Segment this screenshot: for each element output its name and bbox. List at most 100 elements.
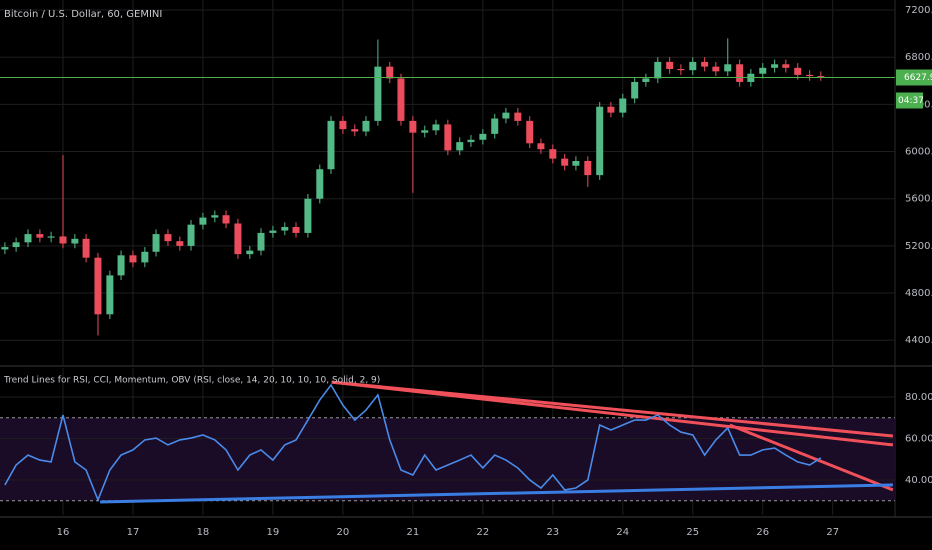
candle-body bbox=[666, 61, 674, 69]
candle-body bbox=[782, 64, 790, 68]
x-tick-label: 24 bbox=[616, 527, 629, 538]
candle-body bbox=[514, 112, 522, 121]
x-tick-label: 21 bbox=[406, 527, 419, 538]
candle-body bbox=[502, 112, 510, 119]
candle-body bbox=[292, 227, 300, 233]
candle-body bbox=[327, 120, 335, 170]
candle-body bbox=[281, 227, 289, 231]
candle-body bbox=[549, 149, 557, 159]
candle-body bbox=[211, 215, 219, 218]
candle-body bbox=[409, 120, 417, 133]
indicator-title: Trend Lines for RSI, CCI, Momentum, OBV … bbox=[3, 376, 380, 386]
candle-body bbox=[759, 67, 767, 74]
candle-body bbox=[304, 198, 312, 233]
candle-body bbox=[619, 98, 627, 113]
candle-body bbox=[246, 250, 254, 255]
candle-body bbox=[444, 124, 452, 151]
candle-body bbox=[654, 61, 662, 79]
x-tick-label: 23 bbox=[546, 527, 559, 538]
candle-body bbox=[257, 232, 265, 251]
x-tick-label: 17 bbox=[127, 527, 140, 538]
candle-body bbox=[596, 106, 604, 176]
x-tick-label: 22 bbox=[476, 527, 489, 538]
candle-body bbox=[397, 78, 405, 121]
y-tick-label: 80.00 bbox=[905, 392, 932, 403]
candle-body bbox=[164, 234, 172, 242]
candle-body bbox=[817, 76, 825, 78]
last-price-box bbox=[896, 69, 932, 86]
x-tick-label: 20 bbox=[337, 527, 350, 538]
candle-body bbox=[689, 61, 697, 71]
candle-body bbox=[386, 66, 394, 79]
last-price-label: 6627.98 bbox=[904, 73, 932, 83]
candle-body bbox=[24, 234, 32, 243]
chart-title: Bitcoin / U.S. Dollar, 60, GEMINI bbox=[4, 9, 162, 20]
x-tick-label: 16 bbox=[57, 527, 70, 538]
trend-line bbox=[100, 483, 893, 504]
candle-body bbox=[351, 129, 359, 132]
x-tick-label: 25 bbox=[686, 527, 699, 538]
candle-body bbox=[152, 234, 160, 252]
y-tick-label: 6000.00 bbox=[905, 147, 932, 158]
candle-body bbox=[59, 236, 67, 244]
candle-body bbox=[36, 234, 44, 238]
rsi-line bbox=[4, 383, 822, 503]
candle-body bbox=[374, 66, 382, 121]
candle-body bbox=[199, 217, 207, 225]
candle-body bbox=[269, 230, 277, 233]
candle-body bbox=[82, 238, 90, 258]
candle-body bbox=[607, 106, 615, 113]
candle-body bbox=[806, 74, 814, 77]
countdown-label: 04:37 bbox=[898, 96, 924, 106]
candle-body bbox=[736, 64, 744, 82]
candle-body bbox=[631, 81, 639, 99]
candle-body bbox=[187, 224, 195, 246]
candle-body bbox=[456, 142, 464, 151]
candle-body bbox=[47, 236, 55, 238]
candle-body bbox=[176, 241, 184, 246]
candle-body bbox=[479, 133, 487, 140]
y-tick-label: 4800.00 bbox=[905, 288, 932, 299]
candle-body bbox=[642, 78, 650, 82]
y-tick-label: 4400.00 bbox=[905, 335, 932, 346]
candle-body bbox=[234, 223, 242, 255]
candle-body bbox=[537, 143, 545, 150]
candle-body bbox=[526, 120, 534, 144]
candle-body bbox=[491, 118, 499, 134]
candle-body bbox=[712, 66, 720, 72]
candle-body bbox=[677, 68, 685, 71]
x-tick-label: 26 bbox=[756, 527, 769, 538]
candle-body bbox=[701, 61, 709, 67]
candle-body bbox=[339, 120, 347, 130]
candle-body bbox=[12, 242, 20, 248]
candle-body bbox=[561, 158, 569, 166]
candle-body bbox=[1, 247, 9, 250]
x-tick-label: 18 bbox=[197, 527, 210, 538]
trend-line bbox=[729, 423, 894, 492]
candle-body bbox=[724, 64, 732, 72]
candle-body bbox=[362, 120, 370, 132]
y-tick-label: 7200.00 bbox=[905, 5, 932, 16]
candle-body bbox=[117, 255, 125, 276]
candle-body bbox=[71, 238, 79, 244]
candle-body bbox=[129, 255, 137, 263]
candle-body bbox=[432, 124, 440, 131]
y-tick-label: 5600.00 bbox=[905, 194, 932, 205]
candle-body bbox=[794, 67, 802, 75]
candle-body bbox=[467, 139, 475, 143]
x-tick-label: 27 bbox=[826, 527, 839, 538]
y-tick-label: 5200.00 bbox=[905, 241, 932, 252]
candle-body bbox=[222, 215, 230, 224]
candle-body bbox=[421, 130, 429, 133]
candle-body bbox=[141, 251, 149, 263]
y-tick-label: 6800.00 bbox=[905, 52, 932, 63]
candle-body bbox=[584, 160, 592, 176]
y-tick-label: 60.00 bbox=[905, 433, 932, 444]
y-tick-label: 40.00 bbox=[905, 475, 932, 486]
candle-body bbox=[106, 275, 114, 315]
candle-body bbox=[94, 257, 102, 315]
x-tick-label: 19 bbox=[267, 527, 280, 538]
trend-line bbox=[331, 380, 894, 447]
candle-body bbox=[316, 169, 324, 199]
